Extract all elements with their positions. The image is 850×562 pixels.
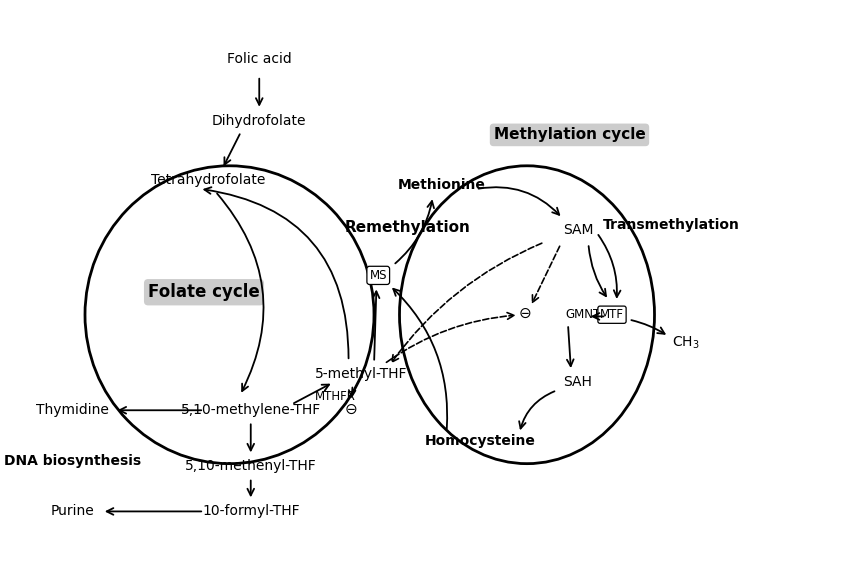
Text: 5,10-methylene-THF: 5,10-methylene-THF bbox=[180, 404, 320, 417]
Text: SAM: SAM bbox=[563, 224, 593, 237]
Text: Methionine: Methionine bbox=[398, 179, 486, 192]
Text: 10-formyl-THF: 10-formyl-THF bbox=[202, 505, 299, 518]
Text: Dihydrofolate: Dihydrofolate bbox=[212, 114, 307, 128]
Text: Folate cycle: Folate cycle bbox=[148, 283, 260, 301]
Text: MS: MS bbox=[370, 269, 387, 282]
Text: SAH: SAH bbox=[564, 375, 592, 389]
Text: Transmethylation: Transmethylation bbox=[603, 218, 740, 232]
Text: Homocysteine: Homocysteine bbox=[425, 434, 536, 448]
Text: DNA biosynthesis: DNA biosynthesis bbox=[3, 454, 141, 468]
Text: Folic acid: Folic acid bbox=[227, 52, 292, 66]
Text: MTHFR: MTHFR bbox=[314, 389, 355, 403]
Text: ⊖: ⊖ bbox=[518, 306, 532, 321]
Text: Methylation cycle: Methylation cycle bbox=[494, 128, 645, 142]
Text: Purine: Purine bbox=[50, 505, 94, 518]
Text: CH$_3$: CH$_3$ bbox=[672, 334, 700, 351]
Text: Remethylation: Remethylation bbox=[345, 220, 471, 235]
Text: ⊖: ⊖ bbox=[344, 402, 357, 416]
Text: MTF: MTF bbox=[600, 308, 624, 321]
Text: 5-methyl-THF: 5-methyl-THF bbox=[315, 367, 407, 380]
Text: Thymidine: Thymidine bbox=[36, 404, 109, 417]
Text: GMNT: GMNT bbox=[565, 308, 600, 321]
Text: 5,10-methenyl-THF: 5,10-methenyl-THF bbox=[184, 460, 316, 473]
Text: Tetrahydrofolate: Tetrahydrofolate bbox=[151, 173, 265, 187]
